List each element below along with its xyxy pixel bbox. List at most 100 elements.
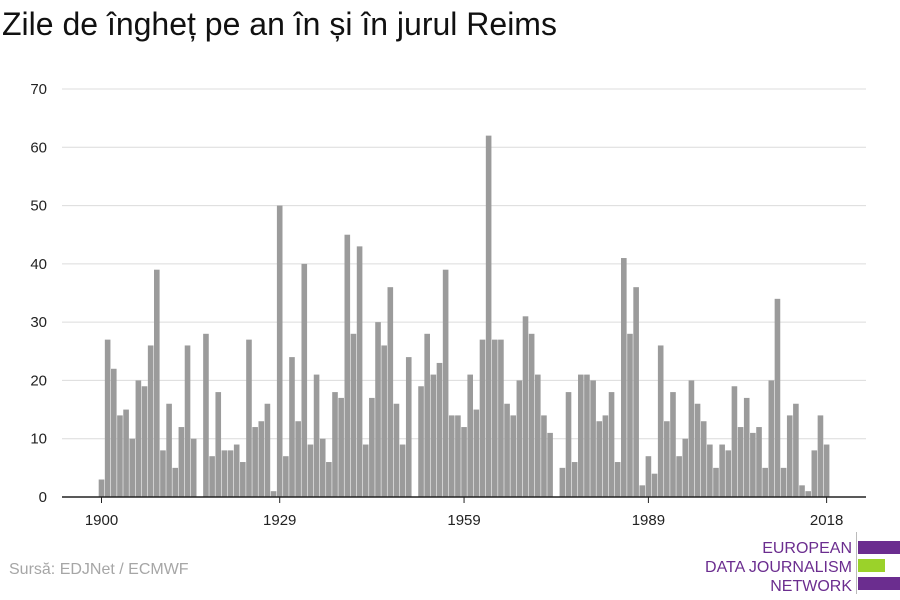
bar-1998 xyxy=(700,421,707,497)
bars xyxy=(98,135,830,497)
bar-1986 xyxy=(627,333,633,497)
x-axis-ticks: 1900 1929 1959 1989 2018 xyxy=(85,497,843,529)
logo-line-3: NETWORK xyxy=(770,578,852,595)
bar-1984 xyxy=(614,462,621,497)
bar-1926 xyxy=(258,421,265,497)
bar-2009 xyxy=(768,380,775,497)
y-tick-label: 70 xyxy=(30,81,47,98)
bar-1975 xyxy=(559,467,566,497)
bar-1925 xyxy=(252,427,258,497)
bar-1922 xyxy=(233,444,240,497)
x-tick-label: 1900 xyxy=(85,512,118,529)
bar-1945 xyxy=(375,322,381,497)
bar-2018 xyxy=(823,444,830,497)
bar-1991 xyxy=(657,345,664,497)
bar-1989 xyxy=(645,456,652,497)
bar-1994 xyxy=(676,456,682,497)
bar-1961 xyxy=(473,409,480,497)
logo-bar-purple-top xyxy=(858,541,900,554)
bar-1900 xyxy=(98,479,105,497)
bar-1940 xyxy=(344,234,351,497)
bar-1995 xyxy=(682,438,689,497)
bar-1959 xyxy=(461,427,467,497)
bar-1953 xyxy=(424,333,430,497)
bar-1919 xyxy=(215,392,222,497)
bar-1917 xyxy=(203,333,209,497)
chart-title: Zile de îngheț pe an în și în jurul Reim… xyxy=(2,6,557,42)
bar-1920 xyxy=(221,450,228,497)
bar-1993 xyxy=(670,392,676,497)
y-tick-label: 60 xyxy=(30,139,47,156)
bar-1910 xyxy=(160,450,166,497)
bar-1949 xyxy=(399,444,406,497)
bar-1987 xyxy=(633,287,639,497)
bar-1983 xyxy=(608,392,615,497)
bar-2017 xyxy=(817,415,824,497)
source-note: Sursă: EDJNet / ECMWF xyxy=(9,561,189,578)
bar-1963 xyxy=(485,135,492,497)
bar-1980 xyxy=(590,380,596,497)
bar-1947 xyxy=(387,287,394,497)
bar-1913 xyxy=(178,427,185,497)
bar-2014 xyxy=(799,485,805,497)
y-tick-label: 0 xyxy=(39,489,47,506)
bar-1931 xyxy=(289,357,295,497)
bar-1944 xyxy=(369,397,375,497)
bar-1972 xyxy=(541,415,547,497)
bar-2010 xyxy=(774,298,781,497)
bar-1966 xyxy=(504,403,510,497)
bar-1911 xyxy=(166,403,172,497)
bar-1965 xyxy=(498,339,504,497)
bar-1990 xyxy=(651,473,658,497)
x-tick-label: 1989 xyxy=(632,512,665,529)
bar-1970 xyxy=(528,333,535,497)
bar-1936 xyxy=(319,438,326,497)
x-tick-label: 1929 xyxy=(263,512,296,529)
bar-1976 xyxy=(565,392,572,497)
bar-1930 xyxy=(283,456,289,497)
bar-1946 xyxy=(381,345,387,497)
bar-1957 xyxy=(448,415,455,497)
bar-1914 xyxy=(184,345,191,497)
y-tick-label: 20 xyxy=(30,372,47,389)
bar-2006 xyxy=(750,432,756,497)
bar-1907 xyxy=(141,386,148,497)
bar-1973 xyxy=(547,432,553,497)
bar-2007 xyxy=(756,427,762,497)
logo-bar-green xyxy=(858,559,885,572)
bar-1924 xyxy=(246,339,252,497)
x-tick-label: 1959 xyxy=(447,512,480,529)
y-tick-label: 30 xyxy=(30,314,47,331)
bar-1903 xyxy=(117,415,123,497)
gridlines xyxy=(62,88,866,440)
bar-1921 xyxy=(227,450,234,497)
bar-1938 xyxy=(332,392,338,497)
logo-bar-purple-bottom xyxy=(858,577,900,590)
bar-1904 xyxy=(123,409,129,497)
bar-1927 xyxy=(264,403,271,497)
bar-1905 xyxy=(129,438,136,497)
y-tick-label: 10 xyxy=(30,431,47,448)
bar-1979 xyxy=(584,374,590,497)
logo-line-2: DATA JOURNALISM xyxy=(705,559,852,576)
bar-1912 xyxy=(172,467,179,497)
bar-1937 xyxy=(326,462,332,497)
bar-2008 xyxy=(762,467,768,497)
bar-2001 xyxy=(719,444,725,497)
bar-1929 xyxy=(276,205,283,497)
bar-2004 xyxy=(737,427,744,497)
bar-1962 xyxy=(479,339,486,497)
bar-1992 xyxy=(664,421,670,497)
logo-line-1: EUROPEAN xyxy=(762,540,852,557)
bar-2003 xyxy=(731,386,738,497)
bar-1941 xyxy=(350,333,357,497)
y-tick-label: 50 xyxy=(30,198,47,215)
bar-1918 xyxy=(209,456,215,497)
bar-1906 xyxy=(135,380,142,497)
bar-1969 xyxy=(522,316,529,497)
bar-1935 xyxy=(313,374,320,497)
bar-1971 xyxy=(535,374,541,497)
bar-1981 xyxy=(596,421,603,497)
bar-1952 xyxy=(418,386,424,497)
